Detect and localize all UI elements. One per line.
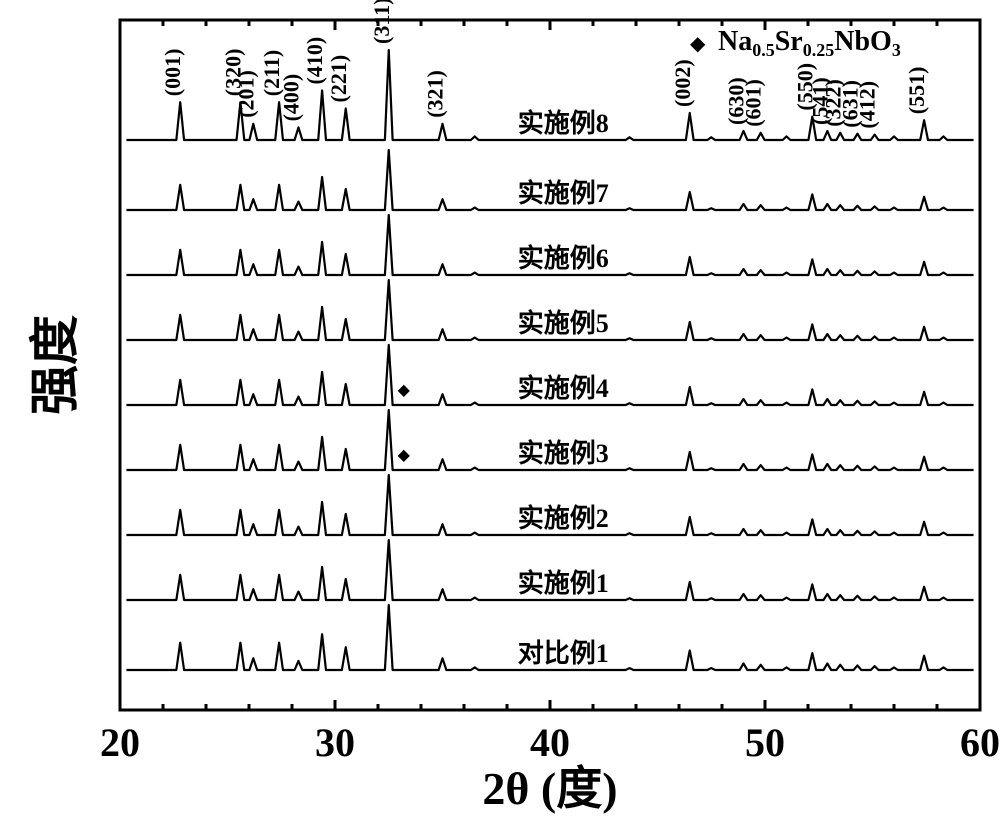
trace-label: 实施例4 — [518, 373, 609, 403]
x-axis-title: 2θ (度) — [482, 763, 617, 814]
trace-label: 实施例7 — [518, 178, 609, 208]
peak-label: (551) — [904, 67, 929, 115]
peak-label: (412) — [855, 81, 880, 129]
peak-label: (400) — [278, 74, 303, 122]
peak-label: (201) — [233, 70, 258, 118]
legend-marker-diamond-icon: ◆ — [690, 33, 706, 55]
peak-label: (221) — [326, 55, 351, 103]
peak-label: (321) — [423, 70, 448, 118]
impurity-marker: ◆ — [398, 447, 411, 464]
trace-label: 实施例6 — [518, 243, 609, 273]
trace-label: 对比例1 — [518, 639, 609, 668]
trace-label: 实施例1 — [518, 568, 609, 598]
trace-label: 实施例8 — [518, 108, 609, 138]
xrd-chart: 20 30 40 50 60 2θ (度) 强度 实施例8 实施例7 实施例6 实施例5 实施例4 ◆ 实… — [0, 0, 1000, 828]
x-tick-label: 60 — [960, 720, 1000, 765]
y-axis-title: 强度 — [27, 315, 83, 415]
peak-label: (001) — [160, 49, 185, 97]
x-tick-label: 50 — [745, 720, 785, 765]
trace-label: 实施例5 — [518, 308, 609, 338]
peak-label: (311) — [369, 0, 394, 44]
x-tick-label: 20 — [100, 720, 140, 765]
impurity-marker: ◆ — [398, 382, 411, 399]
chart-container: { "canvas": { "width": 1000, "height": 8… — [0, 0, 1000, 828]
peak-label: (410) — [302, 37, 327, 85]
x-tick-label: 40 — [530, 720, 570, 765]
peak-label: (002) — [670, 59, 695, 107]
peak-label: (601) — [741, 79, 766, 127]
x-tick-label: 30 — [315, 720, 355, 765]
trace-label: 实施例3 — [518, 438, 609, 468]
trace-label: 实施例2 — [518, 503, 609, 533]
